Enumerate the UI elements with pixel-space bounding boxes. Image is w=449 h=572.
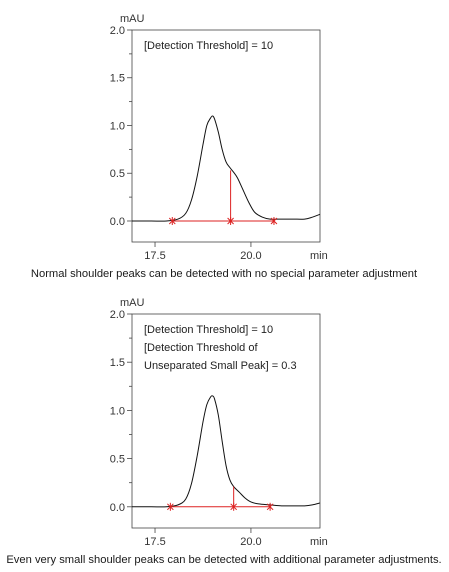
y-axis-unit-label: mAU	[120, 297, 145, 309]
x-tick-label: 20.0	[240, 250, 261, 262]
figure-caption: Normal shoulder peaks can be detected wi…	[31, 268, 418, 280]
peak-marker	[168, 216, 176, 225]
y-tick-label: 1.0	[110, 120, 125, 132]
y-tick-label: 2.0	[110, 309, 125, 321]
figure-caption: Even very small shoulder peaks can be de…	[6, 554, 441, 566]
y-tick-label: 0.5	[110, 168, 125, 180]
chromatogram-panel-top: mAU 0.0 0.5 1.0 1.5 2.0 17.5 20.0 [Detection …	[31, 13, 418, 280]
peak-markers	[168, 216, 278, 225]
x-tick-label: 17.5	[144, 250, 165, 262]
y-axis-unit-label: mAU	[120, 13, 145, 25]
y-axis-ticks: 0.0 0.5 1.0 1.5 2.0	[110, 25, 132, 228]
x-tick-label: 20.0	[240, 536, 261, 548]
y-tick-label: 0.0	[110, 502, 125, 514]
y-tick-label: 2.0	[110, 25, 125, 37]
plot-frame	[131, 29, 321, 243]
y-tick-label: 1.5	[110, 73, 125, 85]
peak-marker	[266, 502, 274, 511]
plot-frame	[131, 313, 321, 529]
annotation-line: [Detection Threshold] = 10	[144, 40, 273, 52]
y-tick-label: 1.5	[110, 357, 125, 369]
x-axis-ticks: 17.5 20.0	[144, 528, 262, 548]
x-tick-label: 17.5	[144, 536, 165, 548]
peak-marker	[270, 216, 278, 225]
annotation-line: [Detection Threshold] = 10	[144, 324, 273, 336]
annotation-block: [Detection Threshold] = 10	[144, 40, 273, 52]
peak-marker	[230, 502, 238, 511]
y-tick-label: 0.0	[110, 216, 125, 228]
chromatogram-trace	[132, 115, 321, 222]
y-axis-ticks: 0.0 0.5 1.0 1.5 2.0	[110, 309, 132, 514]
y-tick-label: 0.5	[110, 454, 125, 466]
peak-marker	[227, 216, 234, 225]
y-tick-label: 1.0	[110, 405, 125, 417]
chromatogram-trace	[132, 395, 321, 508]
x-axis-unit-label: min	[310, 536, 328, 548]
annotation-block: [Detection Threshold] = 10 [Detection Thr…	[144, 324, 297, 372]
x-axis-unit-label: min	[310, 250, 328, 262]
x-axis-ticks: 17.5 20.0	[144, 242, 262, 262]
annotation-line: Unseparated Small Peak] = 0.3	[144, 360, 297, 372]
chromatogram-panel-bottom: mAU 0.0 0.5 1.0 1.5 2.0 17.5 20.0 [Detection …	[6, 297, 441, 566]
peak-markers	[167, 502, 274, 511]
peak-marker	[167, 502, 174, 511]
annotation-line: [Detection Threshold of	[144, 342, 258, 354]
